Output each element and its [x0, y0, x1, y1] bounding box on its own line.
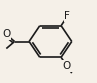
Text: O: O: [63, 61, 71, 71]
Text: O: O: [2, 29, 10, 39]
Text: F: F: [65, 11, 70, 21]
